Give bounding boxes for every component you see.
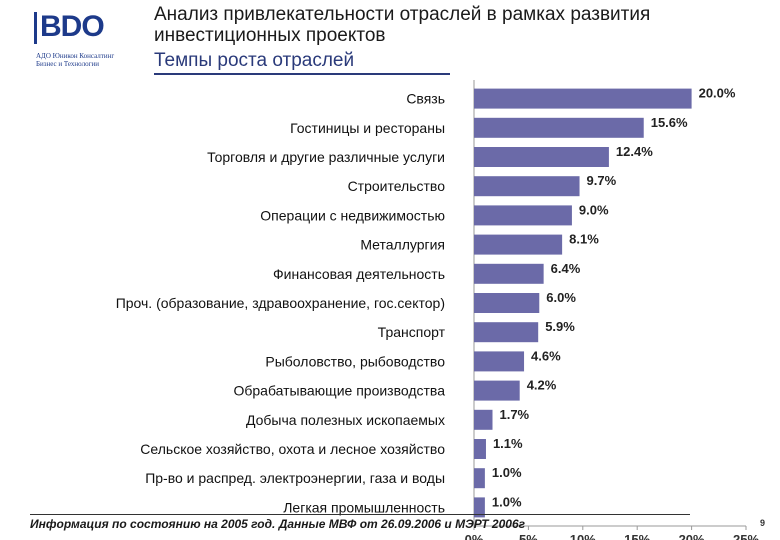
value-label: 4.6% <box>531 348 561 363</box>
category-label: Торговля и другие различные услуги <box>207 149 445 165</box>
value-label: 12.4% <box>616 144 653 159</box>
category-label: Строительство <box>348 178 446 194</box>
value-label: 1.0% <box>492 465 522 480</box>
bar <box>474 117 644 138</box>
category-label: Финансовая деятельность <box>273 266 445 282</box>
category-label: Транспорт <box>378 324 446 340</box>
category-label: Легкая промышленность <box>283 499 445 515</box>
page-subtitle: Темпы роста отраслей <box>154 50 355 71</box>
x-tick-label: 20% <box>679 532 705 540</box>
bar <box>474 205 572 226</box>
value-label: 9.0% <box>579 202 609 217</box>
value-label: 1.1% <box>493 436 523 451</box>
value-label: 6.4% <box>551 261 581 276</box>
category-label: Проч. (образование, здравоохранение, гос… <box>116 295 445 311</box>
category-label: Сельское хозяйство, охота и лесное хозяй… <box>140 441 445 457</box>
page-title: Анализ привлекательности отраслей в рамк… <box>154 4 651 46</box>
value-label: 5.9% <box>545 319 575 334</box>
category-label: Металлургия <box>360 237 445 253</box>
value-label: 1.0% <box>492 494 522 509</box>
bar <box>474 147 609 167</box>
logo-text: BDO <box>40 10 105 43</box>
x-tick-label: 10% <box>570 532 596 540</box>
bar <box>474 439 486 459</box>
bar <box>474 409 493 430</box>
x-tick-label: 15% <box>624 532 650 540</box>
value-label: 15.6% <box>651 115 688 130</box>
page-number: 9 <box>760 518 766 528</box>
category-label: Связь <box>406 91 445 107</box>
bar <box>474 351 525 372</box>
bar <box>474 88 692 109</box>
x-tick-label: 25% <box>733 532 759 540</box>
value-label: 9.7% <box>587 173 617 188</box>
logo-bar <box>34 12 37 44</box>
x-tick-label: 5% <box>519 532 538 540</box>
bar <box>474 497 485 518</box>
title-underline <box>154 73 450 75</box>
category-label: Обрабатывающие производства <box>233 383 445 399</box>
logo-sub-line2: Бизнес и Технологии <box>36 60 99 68</box>
value-label: 6.0% <box>546 290 576 305</box>
value-label: 8.1% <box>569 232 599 247</box>
category-label: Операции с недвижимостью <box>260 207 445 223</box>
logo-sub-line1: АДО Юникон Консалтинг <box>36 52 115 60</box>
bar <box>474 263 544 284</box>
bdo-logo: BDO <box>34 10 105 48</box>
bar <box>474 380 520 401</box>
value-label: 1.7% <box>499 407 529 422</box>
category-label: Пр-во и распред. электроэнергии, газа и … <box>145 470 445 486</box>
value-label: 20.0% <box>699 86 736 101</box>
category-label: Рыболовство, рыбоводство <box>265 353 445 369</box>
bar <box>474 322 539 343</box>
bar <box>474 176 580 197</box>
bar <box>474 293 540 313</box>
footer-note: Информация по состоянию на 2005 год. Дан… <box>30 517 526 531</box>
x-tick-label: 0% <box>465 532 484 540</box>
value-label: 4.2% <box>527 378 557 393</box>
category-label: Гостиницы и рестораны <box>290 120 445 136</box>
category-label: Добыча полезных ископаемых <box>246 412 445 428</box>
bar <box>474 234 563 255</box>
footer-divider <box>30 514 690 515</box>
logo-subtitle: АДО Юникон Консалтинг Бизнес и Технологи… <box>36 52 146 68</box>
bar <box>474 468 485 489</box>
